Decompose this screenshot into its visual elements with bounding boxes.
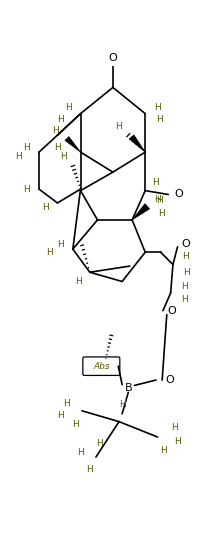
Text: H: H xyxy=(57,411,64,420)
Text: O: O xyxy=(109,53,117,63)
Text: H: H xyxy=(181,282,188,292)
Text: H: H xyxy=(171,423,178,432)
Text: H: H xyxy=(183,268,190,277)
Text: H: H xyxy=(156,115,162,124)
Text: H: H xyxy=(23,184,30,194)
Text: H: H xyxy=(160,446,167,455)
Text: H: H xyxy=(115,122,122,131)
Text: H: H xyxy=(174,437,181,446)
Text: H: H xyxy=(153,178,159,187)
Text: O: O xyxy=(166,375,174,385)
Text: H: H xyxy=(86,465,93,474)
Text: O: O xyxy=(181,239,190,249)
Polygon shape xyxy=(129,135,145,153)
Text: H: H xyxy=(119,400,126,409)
Text: H: H xyxy=(77,448,84,457)
Text: H: H xyxy=(156,196,162,205)
Text: H: H xyxy=(96,439,102,447)
Text: H: H xyxy=(53,126,59,135)
Text: H: H xyxy=(60,152,67,161)
Text: H: H xyxy=(65,103,72,112)
Text: Abs: Abs xyxy=(93,362,110,371)
Text: H: H xyxy=(154,195,161,204)
Text: H: H xyxy=(42,203,48,212)
FancyBboxPatch shape xyxy=(83,357,120,376)
Text: H: H xyxy=(63,399,70,408)
Polygon shape xyxy=(132,203,150,220)
Text: O: O xyxy=(175,189,183,199)
Text: H: H xyxy=(23,143,30,152)
Text: H: H xyxy=(181,295,188,304)
Text: H: H xyxy=(15,152,22,161)
Text: H: H xyxy=(158,209,165,218)
Polygon shape xyxy=(65,136,81,153)
Text: H: H xyxy=(54,143,61,152)
Text: H: H xyxy=(76,277,82,286)
Text: O: O xyxy=(168,306,177,316)
Text: H: H xyxy=(57,240,64,249)
Text: H: H xyxy=(57,115,64,124)
Text: H: H xyxy=(182,253,189,261)
Text: H: H xyxy=(154,103,161,112)
Text: B: B xyxy=(124,383,132,393)
Text: H: H xyxy=(72,420,79,429)
Text: H: H xyxy=(46,248,53,257)
